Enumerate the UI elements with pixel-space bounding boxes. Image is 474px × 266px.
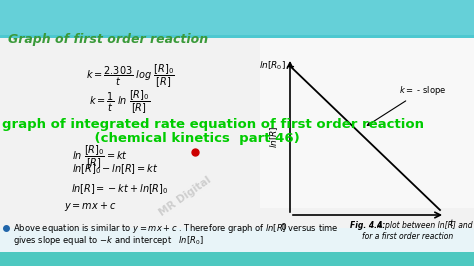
Text: $ln\ \dfrac{[R]_0}{[R]} = kt$: $ln\ \dfrac{[R]_0}{[R]} = kt$	[72, 143, 128, 170]
Text: Graph of first order reaction: Graph of first order reaction	[8, 33, 208, 46]
Text: A plot between ln[R] and t: A plot between ln[R] and t	[375, 221, 474, 230]
Text: $k = \dfrac{1}{t}\ ln\ \dfrac{[R]_0}{[R]}$: $k = \dfrac{1}{t}\ ln\ \dfrac{[R]_0}{[R]…	[90, 88, 151, 115]
Text: (chemical kinetics  part 46): (chemical kinetics part 46)	[2, 132, 300, 145]
Text: graph of integrated rate equation of first order reaction: graph of integrated rate equation of fir…	[2, 118, 424, 131]
Text: $ln[R] = -kt + ln[R]_0$: $ln[R] = -kt + ln[R]_0$	[71, 182, 169, 196]
Bar	[0, 0, 474, 40]
Text: 0: 0	[280, 223, 286, 232]
Text: Above equation is similar to $y = mx + c$ . Therefore graph of $ln[R]$ versus ti: Above equation is similar to $y = mx + c…	[13, 222, 338, 235]
Bar	[0, 252, 474, 266]
Bar	[0, 0, 474, 35]
Text: MR Digital: MR Digital	[157, 175, 213, 218]
Text: Fig. 4.4:: Fig. 4.4:	[350, 221, 385, 230]
Text: $ln[R_0]$: $ln[R_0]$	[259, 60, 286, 73]
Text: $ln[R]$: $ln[R]$	[268, 125, 280, 148]
Text: $t$: $t$	[449, 217, 455, 228]
Text: $k = \dfrac{2.303}{t}\ log\ \dfrac{[R]_0}{[R]}$: $k = \dfrac{2.303}{t}\ log\ \dfrac{[R]_0…	[86, 62, 174, 89]
Text: gives slope equal to $-k$ and intercept   $ln[R_0]$: gives slope equal to $-k$ and intercept …	[13, 234, 204, 247]
Text: $k = $ - slope: $k = $ - slope	[367, 84, 446, 126]
Text: for a first order reaction: for a first order reaction	[362, 232, 453, 241]
Text: $y = mx + c$: $y = mx + c$	[64, 200, 116, 213]
Bar	[0, 38, 474, 228]
Bar	[260, 38, 474, 208]
Text: $ln[R]_0 - ln[R] = kt$: $ln[R]_0 - ln[R] = kt$	[72, 162, 158, 176]
